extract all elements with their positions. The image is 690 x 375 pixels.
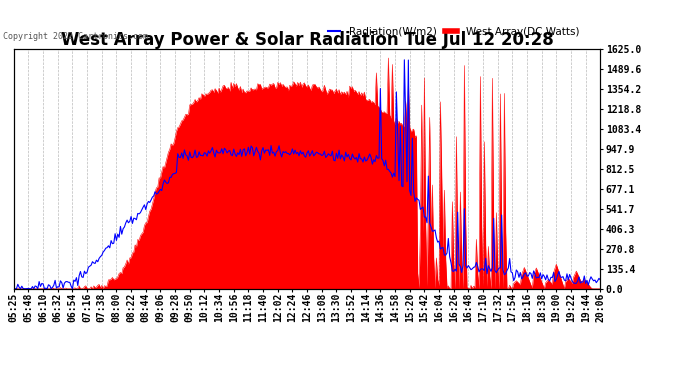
Title: West Array Power & Solar Radiation Tue Jul 12 20:28: West Array Power & Solar Radiation Tue J… bbox=[61, 31, 553, 49]
Legend: Radiation(W/m2), West Array(DC Watts): Radiation(W/m2), West Array(DC Watts) bbox=[324, 23, 583, 41]
Text: Copyright 2022 Cartronics.com: Copyright 2022 Cartronics.com bbox=[3, 32, 148, 41]
